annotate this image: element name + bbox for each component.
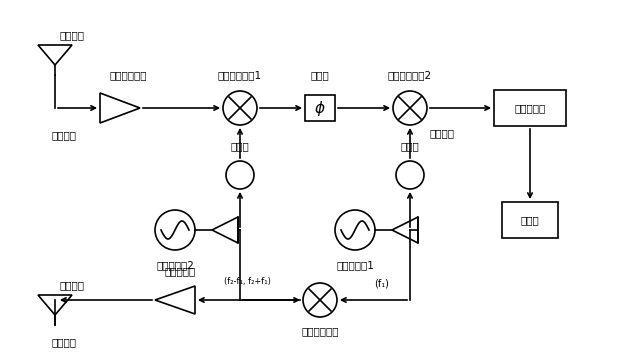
Text: (f₁): (f₁) bbox=[374, 278, 389, 288]
Text: 发射信号: 发射信号 bbox=[52, 337, 77, 347]
Text: 接收机混频器2: 接收机混频器2 bbox=[388, 70, 432, 80]
Text: 功分器: 功分器 bbox=[401, 141, 419, 151]
Text: 计算机: 计算机 bbox=[521, 215, 539, 225]
Text: 功分器: 功分器 bbox=[231, 141, 249, 151]
Bar bbox=[305, 95, 335, 121]
Text: 发射机混频器: 发射机混频器 bbox=[301, 326, 339, 336]
Text: 接收机混频器1: 接收机混频器1 bbox=[218, 70, 262, 80]
Bar bbox=[494, 90, 566, 126]
Text: 发射天线: 发射天线 bbox=[60, 280, 85, 290]
Text: 低噪声放大器: 低噪声放大器 bbox=[109, 70, 147, 80]
Text: 移相器: 移相器 bbox=[310, 70, 330, 80]
Text: 功率放大器: 功率放大器 bbox=[164, 266, 196, 276]
Text: 接收天线: 接收天线 bbox=[60, 30, 85, 40]
Text: 压控振荡器2: 压控振荡器2 bbox=[156, 260, 194, 270]
Bar bbox=[502, 202, 558, 238]
Text: 压控振荡器1: 压控振荡器1 bbox=[336, 260, 374, 270]
Text: 接收信号: 接收信号 bbox=[52, 130, 77, 140]
Text: (f₂-f₁, f₂+f₁): (f₂-f₁, f₂+f₁) bbox=[223, 277, 271, 286]
Text: $\phi$: $\phi$ bbox=[314, 98, 326, 118]
Text: 模数转换器: 模数转换器 bbox=[514, 103, 545, 113]
Text: 基带信号: 基带信号 bbox=[430, 128, 455, 138]
